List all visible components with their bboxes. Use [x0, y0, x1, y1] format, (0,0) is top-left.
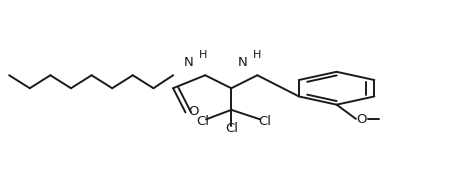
Text: N: N	[184, 56, 193, 69]
Text: H: H	[253, 50, 262, 60]
Text: H: H	[199, 50, 207, 60]
Text: O: O	[357, 113, 367, 126]
Text: Cl: Cl	[196, 115, 209, 128]
Text: Cl: Cl	[258, 115, 271, 128]
Text: N: N	[238, 56, 247, 69]
Text: Cl: Cl	[225, 122, 238, 135]
Text: O: O	[189, 104, 199, 118]
